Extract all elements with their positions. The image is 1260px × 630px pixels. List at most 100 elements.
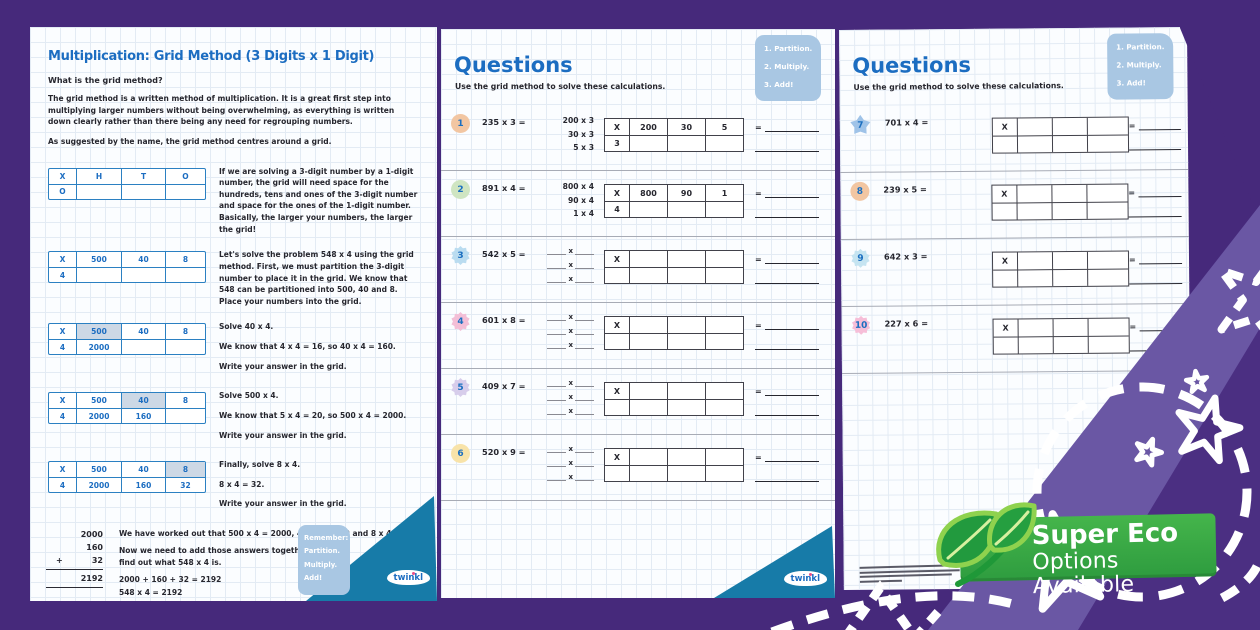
grid-cell (629, 135, 667, 151)
summary-line: Now we need to add those answers togethe… (119, 546, 320, 567)
grid-cell: X (59, 327, 66, 337)
grid-cell (1052, 335, 1088, 354)
corner-decoration (714, 523, 835, 598)
partition-blank: x (536, 276, 594, 283)
blank-line (547, 328, 567, 335)
question-number-badge: 4 (451, 312, 470, 331)
question-row: 10 227 x 6 = X = (841, 303, 1190, 374)
grid-cell (629, 399, 667, 415)
answer-area: = (1129, 246, 1183, 285)
answer-row: = (755, 124, 819, 132)
grid-cell (1086, 251, 1129, 269)
blank-line (575, 314, 594, 321)
question-grid: X (604, 316, 744, 350)
remember-line: Partition. (304, 547, 340, 556)
question-equation: 891 x 4 = (482, 183, 526, 193)
grid-cell (705, 251, 743, 267)
grid-cell (605, 333, 629, 349)
grid-cell (1086, 134, 1128, 152)
grid-cell: 160 (121, 477, 165, 493)
grid-cell (1087, 335, 1129, 353)
question-equation: 701 x 4 = (884, 117, 929, 128)
answer-line (1129, 276, 1183, 285)
method-step: 1. Partition. (1116, 42, 1165, 52)
answer-row: = (755, 190, 819, 198)
blank-line (575, 262, 594, 269)
dashed-star-decoration (1204, 238, 1260, 353)
grid-cell: X (613, 188, 621, 198)
blank-line (575, 248, 594, 255)
remember-line: Add! (304, 573, 323, 582)
grid-cell: X (1002, 323, 1009, 333)
equals-sign: = (755, 453, 762, 462)
grid-cell (629, 251, 667, 267)
summary-line: 548 x 4 = 2192 (119, 588, 183, 597)
grid-cell: 800 (629, 185, 667, 201)
blank-line (547, 408, 567, 415)
grid-cell (605, 399, 629, 415)
question-number-badge: 5 (451, 378, 470, 397)
method-step-text: Finally, solve 8 x 4. 8 x 4 = 32. Write yo… (219, 459, 419, 518)
addend-row: +32 (48, 554, 103, 567)
grid-cell (165, 183, 205, 199)
grid-cell: 8 (165, 393, 205, 409)
grid-cell (667, 267, 705, 283)
intro-paragraph: As suggested by the name, the grid metho… (48, 136, 332, 146)
answer-line (1129, 343, 1183, 352)
answer-line (1128, 142, 1182, 151)
question-row: 2 891 x 4 = 800 x 4 90 x 4 1 x 4 X 800 90 1 4 = (441, 171, 835, 237)
addition-summary-block: 2000 160 +32 2192 We have worked out tha… (46, 528, 419, 604)
question-number-badge: 1 (451, 114, 470, 133)
answer-line (764, 322, 819, 330)
equals-sign: = (755, 321, 762, 330)
answer-line (755, 144, 819, 152)
question-row: 1 235 x 3 = 200 x 3 30 x 3 5 x 3 X 200 30 5 3 = (441, 105, 835, 171)
question-grid: X (991, 250, 1130, 288)
method-step-line: 8 x 4 = 32. (219, 479, 265, 489)
partition-column: 200 x 3 30 x 3 5 x 3 (536, 114, 594, 157)
grid-cell (629, 383, 667, 399)
partition-blank: x (536, 446, 594, 453)
partition-blank: x (536, 314, 594, 321)
question-row: 3 542 x 5 = x x x X = (441, 237, 835, 303)
question-number: 5 (457, 382, 464, 393)
purple-corner-shape (1180, 0, 1260, 222)
worked-example-sections: X H T O O If we are solving a 3-digit number … (48, 166, 419, 519)
grid-cell: X (613, 122, 621, 132)
blank-line (547, 314, 567, 321)
grid-cell (121, 339, 165, 355)
answer-row: = (755, 388, 819, 396)
addition-rule (46, 587, 103, 588)
question-grid: X (604, 382, 744, 416)
example-grid: X 500 40 8 4 2000 160 (48, 392, 206, 425)
grid-cell (992, 202, 1017, 220)
answer-row: = (755, 256, 819, 264)
remember-line: Multiply. (304, 560, 338, 569)
grid-cell: 1 (705, 185, 743, 201)
question-equation: 235 x 3 = (482, 117, 526, 127)
times-sign: x (568, 379, 573, 387)
question-row: 5 409 x 7 = x x x X = (441, 369, 835, 435)
example-grid: X 500 40 8 4 2000 160 32 (48, 461, 206, 494)
answer-line (764, 454, 819, 462)
question-number: 3 (457, 250, 464, 261)
addend: 32 (91, 556, 103, 565)
answer-line (764, 388, 819, 396)
answer-line (1128, 209, 1182, 218)
partition-blank: x (536, 474, 594, 481)
grid-cell (121, 183, 165, 199)
questions-title: Questions (454, 53, 573, 77)
grid-cell (705, 135, 743, 151)
grid-cell (1052, 268, 1088, 287)
addition-total: 2192 (80, 574, 103, 583)
grid-cell (1086, 184, 1128, 202)
question-row: 9 642 x 3 = X = (840, 236, 1190, 307)
grid-cell: 32 (165, 477, 205, 493)
grid-cell: X (613, 386, 621, 396)
question-grid: X (604, 250, 744, 284)
answer-line (1139, 323, 1183, 332)
blank-line (547, 276, 567, 283)
answer-row: = (1129, 255, 1183, 264)
